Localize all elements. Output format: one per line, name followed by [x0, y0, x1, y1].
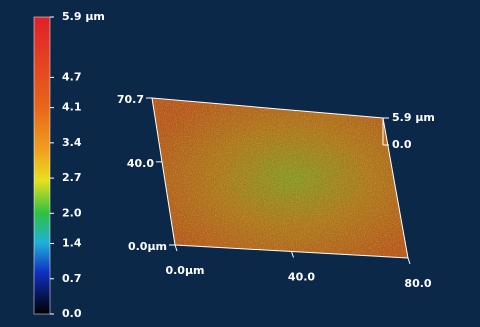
colorbar-label: 5.9 µm — [62, 10, 105, 23]
colorbar-label: 1.4 — [62, 237, 82, 250]
labels: 5.9 µm 4.7 4.1 3.4 2.7 2.0 1.4 0.7 0.0 0.0µm 40.0 8… — [50, 10, 435, 320]
x-tick-label: 80.0 — [404, 277, 431, 290]
y-tick-label: 70.7 — [117, 93, 144, 106]
y-tick-label: 40.0 — [127, 157, 154, 170]
x-tick — [407, 257, 411, 265]
y-tick-label: 0.0µm — [128, 240, 167, 253]
colorbar-label: 3.4 — [62, 136, 82, 149]
colorbar-label: 0.7 — [62, 272, 82, 285]
x-tick-label: 0.0µm — [165, 264, 204, 277]
z-tick-label: 0.0 — [392, 138, 412, 151]
colorbar-label: 0.0 — [62, 307, 82, 320]
x-tick — [174, 244, 178, 252]
surface — [152, 98, 408, 258]
colorbar-label: 2.7 — [62, 171, 82, 184]
colorbar-label: 4.7 — [62, 70, 82, 83]
colorbar-label: 4.1 — [62, 101, 82, 114]
x-tick-label: 40.0 — [288, 271, 315, 284]
colorbar — [33, 16, 51, 315]
colorbar-label: 2.0 — [62, 206, 82, 219]
z-tick-label: 5.9 µm — [392, 111, 435, 124]
x-tick — [291, 251, 294, 258]
